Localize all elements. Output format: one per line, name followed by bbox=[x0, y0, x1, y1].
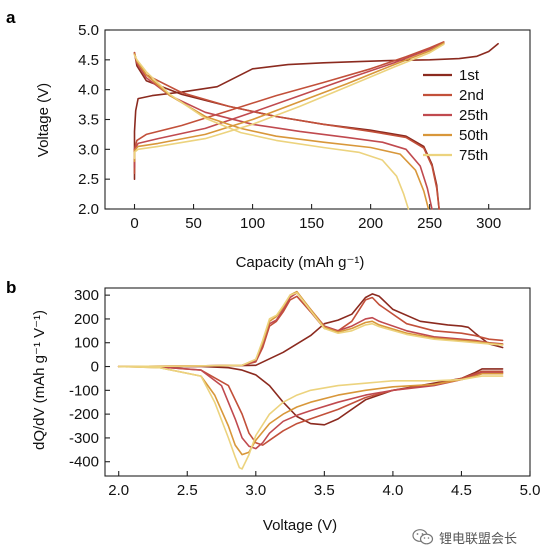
panel-b-x-tick-label: 5.0 bbox=[520, 482, 541, 499]
panel-b-x-tick-label: 3.5 bbox=[314, 482, 335, 499]
panel-a-curves bbox=[133, 41, 499, 210]
panel-a-legend: 1st 2nd 25th 50th 75th bbox=[423, 67, 488, 164]
panel-a-y-tick-label: 2.0 bbox=[78, 201, 99, 218]
panel-b-x-axis-title: Voltage (V) bbox=[263, 517, 337, 534]
panel-b-y-ticks: 300 200 100 0 -100 -200 -300 -400 bbox=[69, 287, 110, 471]
panel-b-x-tick-label: 4.5 bbox=[451, 482, 472, 499]
legend-label-75th: 75th bbox=[459, 147, 488, 164]
panel-a-series-1st-discharge-curve bbox=[133, 51, 440, 210]
panel-a-x-tick-label: 150 bbox=[299, 215, 324, 232]
panel-b-series-75th-charge-curve bbox=[117, 291, 504, 368]
panel-b-series-50th-discharge-curve bbox=[117, 365, 504, 456]
panel-a-y-tick-label: 4.5 bbox=[78, 52, 99, 69]
panel-a-x-tick-label: 50 bbox=[185, 215, 202, 232]
panel-b-curves bbox=[117, 290, 504, 470]
panel-a-y-axis-title: Voltage (V) bbox=[35, 83, 52, 157]
panel-b-y-tick-label: 300 bbox=[74, 287, 99, 304]
panel-a-voltage-capacity-chart: a 0 50 100 150 200 250 300 2.0 2.5 3.0 3.5 4.0 4.5 5… bbox=[6, 8, 531, 271]
panel-a-series-75th-charge-curve bbox=[133, 43, 445, 160]
panel-a-y-tick-label: 3.5 bbox=[78, 112, 99, 129]
panel-b-y-tick-label: -200 bbox=[69, 406, 99, 423]
panel-b-y-tick-label: -400 bbox=[69, 454, 99, 471]
panel-a-series-2nd-discharge-curve bbox=[133, 51, 440, 210]
panel-a-series-25th-charge-curve bbox=[133, 42, 445, 168]
panel-b-x-tick-label: 2.5 bbox=[177, 482, 198, 499]
panel-b-y-tick-label: 200 bbox=[74, 311, 99, 328]
panel-a-series-2nd-charge-curve bbox=[133, 41, 445, 174]
panel-a-y-tick-label: 3.0 bbox=[78, 141, 99, 158]
legend-label-1st: 1st bbox=[459, 67, 480, 84]
panel-a-y-tick-label: 5.0 bbox=[78, 22, 99, 39]
panel-b-series-25th-discharge-curve bbox=[117, 365, 504, 450]
panel-b-plot-frame bbox=[104, 287, 531, 477]
legend-label-50th: 50th bbox=[459, 127, 488, 144]
panel-b-y-tick-label: 100 bbox=[74, 335, 99, 352]
watermark-text: 锂电联盟会长 bbox=[439, 531, 518, 547]
panel-a-x-tick-label: 0 bbox=[130, 215, 138, 232]
panel-a-x-tick-label: 200 bbox=[358, 215, 383, 232]
panel-b-y-axis-title: dQ/dV (mAh g⁻¹ V⁻¹) bbox=[31, 310, 48, 450]
panel-a-series-75th-discharge-curve bbox=[133, 54, 410, 210]
panel-b-dqdv-chart: b 2.0 2.5 3.0 3.5 4.0 4.5 5.0 300 200 100 0 -100 -2… bbox=[6, 278, 540, 534]
panel-a-y-tick-label: 2.5 bbox=[78, 171, 99, 188]
panel-b-series-75th-discharge-curve bbox=[117, 365, 504, 470]
panel-a-x-tick-label: 100 bbox=[240, 215, 265, 232]
panel-a-x-axis-title: Capacity (mAh g⁻¹) bbox=[236, 254, 365, 271]
legend-label-25th: 25th bbox=[459, 107, 488, 124]
panel-a-y-tick-label: 4.0 bbox=[78, 82, 99, 99]
panel-b-y-tick-label: 0 bbox=[91, 359, 99, 376]
panel-b-y-tick-label: -300 bbox=[69, 430, 99, 447]
panel-b-series-1st-charge-curve bbox=[117, 293, 504, 368]
panel-b-label: b bbox=[6, 278, 16, 297]
panel-b-y-tick-label: -100 bbox=[69, 382, 99, 399]
panel-b-x-tick-label: 4.0 bbox=[382, 482, 403, 499]
panel-a-series-50th-discharge-curve bbox=[133, 53, 430, 210]
panel-a-y-ticks: 2.0 2.5 3.0 3.5 4.0 4.5 5.0 bbox=[78, 22, 110, 218]
panel-b-x-tick-label: 3.0 bbox=[245, 482, 266, 499]
legend-label-2nd: 2nd bbox=[459, 87, 484, 104]
panel-b-series-25th-charge-curve bbox=[117, 291, 504, 368]
wechat-icon bbox=[412, 529, 434, 545]
panel-b-series-2nd-charge-curve bbox=[117, 295, 504, 368]
panel-b-series-50th-charge-curve bbox=[117, 290, 504, 368]
panel-a-x-tick-label: 300 bbox=[476, 215, 501, 232]
panel-a-label: a bbox=[6, 8, 16, 27]
panel-a-series-25th-discharge-curve bbox=[133, 53, 433, 210]
watermark: 锂电联盟会长 bbox=[412, 526, 544, 548]
panel-b-series-1st-discharge-curve bbox=[117, 365, 504, 426]
panel-b-x-tick-label: 2.0 bbox=[108, 482, 129, 499]
panel-a-series-1st-charge-curve bbox=[133, 42, 499, 180]
panel-b-series-2nd-discharge-curve bbox=[117, 365, 504, 446]
panel-a-x-tick-label: 250 bbox=[417, 215, 442, 232]
panel-b-x-ticks: 2.0 2.5 3.0 3.5 4.0 4.5 5.0 bbox=[108, 471, 540, 499]
panel-a-series-50th-charge-curve bbox=[133, 42, 445, 163]
panel-a-x-ticks: 0 50 100 150 200 250 300 bbox=[130, 204, 501, 232]
